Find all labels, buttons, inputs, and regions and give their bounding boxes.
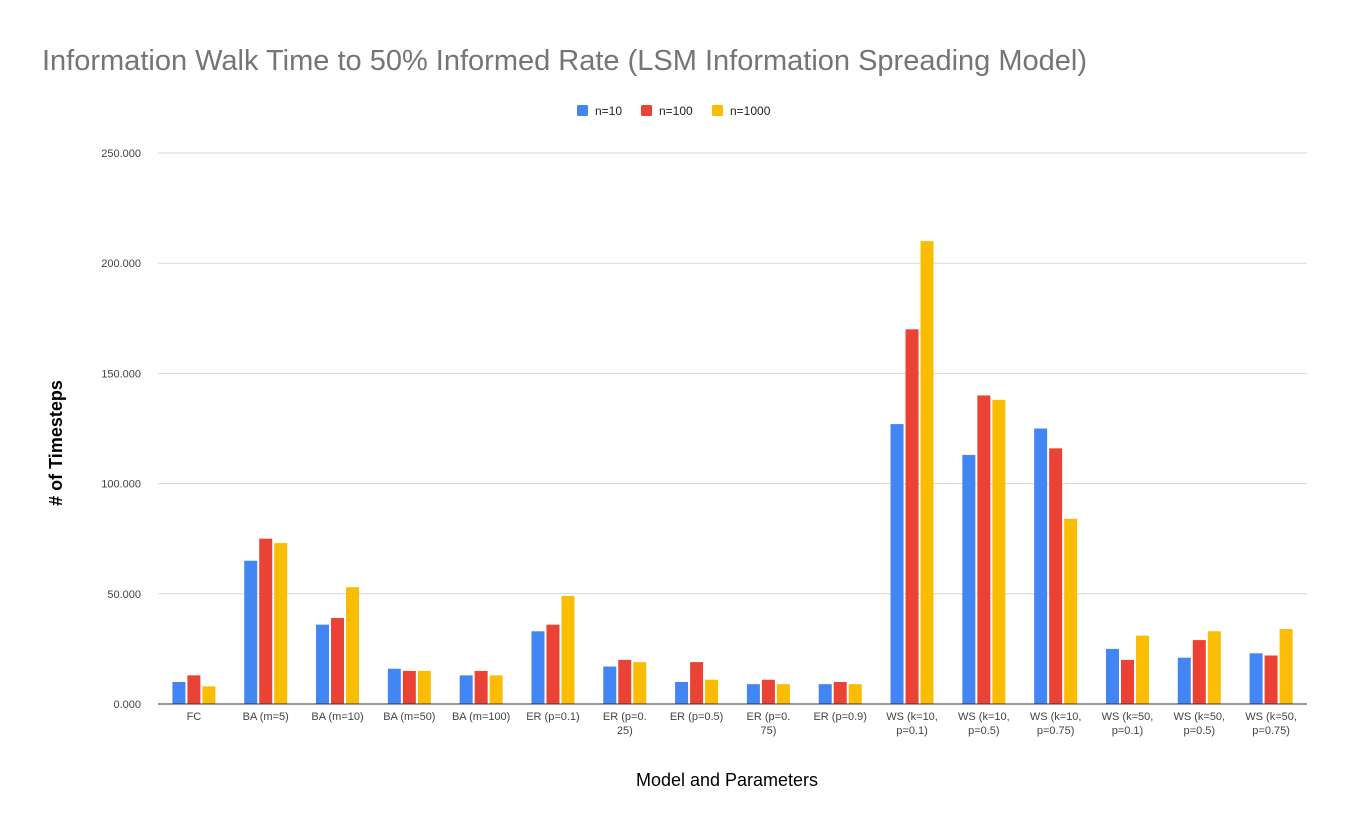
bar-n-1000-5 [561,596,575,704]
x-tick-label: 25) [617,725,633,737]
x-tick-label: WS (k=50, [1173,711,1225,723]
x-axis-title: Model and Parameters [636,770,818,790]
bar-n-10-9 [818,684,832,704]
x-tick-label: ER (p=0.1) [526,711,580,723]
bar-n-10-1 [244,560,258,704]
x-axis-ticks: FC BA (m=5) BA (m=10) BA (m=50) BA (m=100) ER… [187,711,1297,737]
legend-label: n=100 [659,104,693,118]
bar-n-1000-6 [633,662,647,704]
y-axis-ticks: 0.000 50.000 100.000 150.000 200.000 250.000 [101,148,141,711]
bar-n-1000-4 [489,675,503,704]
bar-n-10-10 [890,424,904,704]
chart-title: Information Walk Time to 50% Informed Ra… [42,45,1087,77]
x-tick-label: ER (p=0.9) [813,711,867,723]
bar-n-1000-8 [776,684,790,704]
bar-n-1000-3 [417,670,431,704]
y-tick-label: 150.000 [101,368,141,380]
x-tick-label: p=0.5) [968,725,1000,737]
bar-n-10-15 [1249,653,1263,704]
x-tick-label: ER (p=0. [747,711,791,723]
bar-n-10-4 [459,675,473,704]
x-tick-label: p=0.75) [1252,725,1290,737]
bar-n-100-7 [690,662,704,704]
bar-n-1000-14 [1207,631,1221,704]
x-tick-label: BA (m=10) [311,711,363,723]
legend-swatch-n-1000 [712,105,723,116]
bar-n-1000-7 [705,679,719,704]
bar-n-100-9 [833,681,847,704]
x-tick-label: WS (k=10, [886,711,938,723]
x-tick-label: p=0.5) [1184,725,1216,737]
bar-n-10-7 [675,681,689,704]
bar-n-100-4 [474,670,488,704]
y-tick-label: 200.000 [101,258,141,270]
bar-n-10-6 [603,666,617,704]
x-tick-label: FC [187,711,202,723]
bar-n-1000-12 [1064,518,1078,704]
chart-legend: n=10 n=100 n=1000 [577,104,771,118]
x-tick-label: ER (p=0. [603,711,647,723]
x-tick-label: BA (m=50) [383,711,435,723]
bar-n-1000-1 [274,543,288,704]
bar-n-10-5 [531,631,545,704]
legend-label: n=10 [595,104,622,118]
x-tick-label: WS (k=50, [1102,711,1154,723]
legend-swatch-n-10 [577,105,588,116]
x-tick-label: ER (p=0.5) [670,711,724,723]
bar-n-100-5 [546,624,560,704]
bar-n-10-2 [316,624,330,704]
bar-n-1000-0 [202,686,216,704]
y-tick-label: 250.000 [101,148,141,160]
bar-n-100-1 [259,538,273,704]
bar-n-10-12 [1034,428,1048,704]
bar-n-1000-10 [920,241,934,704]
x-tick-label: 75) [760,725,776,737]
bars [172,241,1293,704]
x-tick-label: WS (k=10, [1030,711,1082,723]
y-tick-label: 50.000 [107,589,141,601]
bar-n-100-8 [761,679,775,704]
bar-n-10-0 [172,681,186,704]
legend-label: n=1000 [730,104,771,118]
gridlines [158,152,1307,595]
bar-n-100-2 [331,618,345,704]
bar-n-100-11 [977,395,991,704]
x-tick-label: BA (m=100) [452,711,510,723]
x-tick-label: BA (m=5) [243,711,289,723]
y-axis-title: # of Timesteps [46,380,66,506]
bar-n-10-11 [962,454,976,704]
bar-n-1000-15 [1279,629,1293,704]
bar-n-100-3 [402,670,416,704]
bar-n-1000-9 [848,684,862,704]
x-tick-label: p=0.1) [1112,725,1144,737]
x-tick-label: p=0.75) [1037,725,1075,737]
bar-n-100-12 [1049,448,1063,704]
bar-n-100-6 [618,659,632,704]
bar-n-10-13 [1105,648,1119,704]
x-tick-label: WS (k=50, [1245,711,1297,723]
y-tick-label: 0.000 [113,699,141,711]
bar-n-10-14 [1177,657,1191,704]
bar-n-10-3 [387,668,401,704]
bar-n-100-10 [905,329,919,704]
bar-n-100-14 [1192,640,1206,704]
bar-n-1000-13 [1135,635,1149,704]
bar-n-100-15 [1264,655,1278,704]
x-tick-label: p=0.1) [896,725,928,737]
bar-n-1000-2 [346,587,360,704]
bar-n-100-0 [187,675,201,704]
legend-swatch-n-100 [641,105,652,116]
bar-n-100-13 [1120,659,1134,704]
x-tick-label: WS (k=10, [958,711,1010,723]
bar-n-10-8 [746,684,760,704]
bar-n-1000-11 [992,399,1006,704]
y-tick-label: 100.000 [101,479,141,491]
